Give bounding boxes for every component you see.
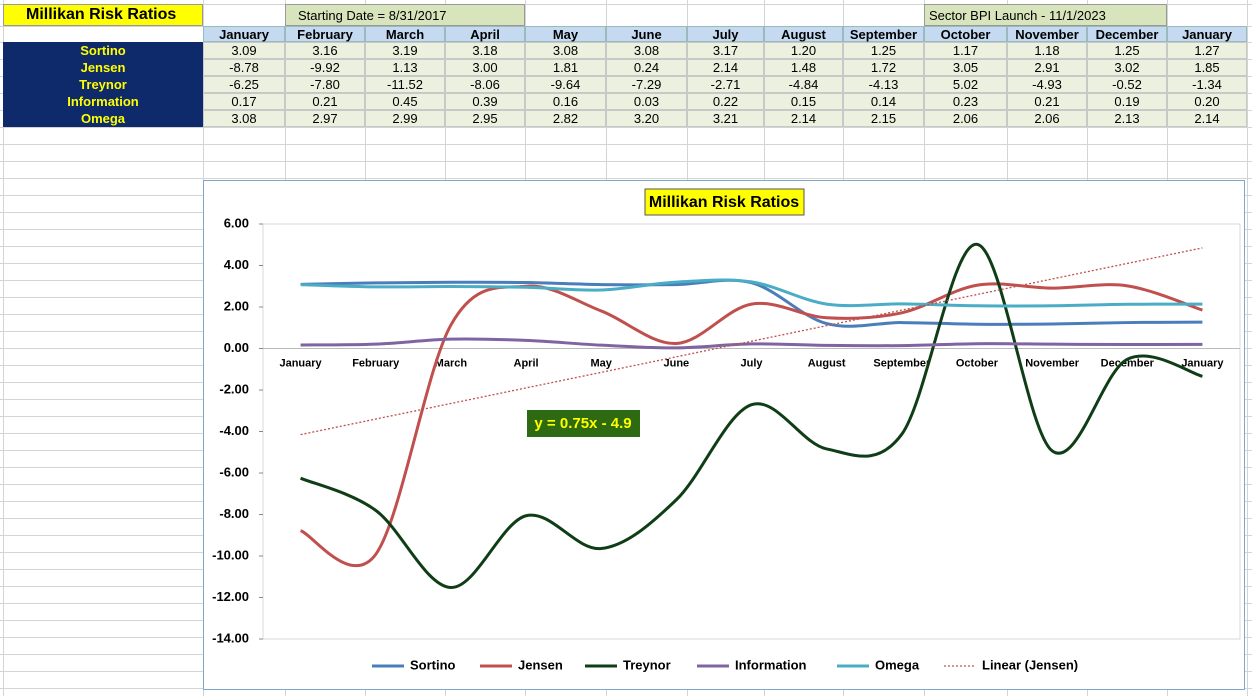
sheet-title: Millikan Risk Ratios	[3, 4, 203, 26]
table-value: 3.17	[687, 42, 764, 59]
table-value: 0.20	[1167, 93, 1247, 110]
row-label: Omega	[3, 110, 203, 127]
month-header: August	[764, 26, 843, 42]
table-value: 1.18	[1007, 42, 1087, 59]
table-value: -0.52	[1087, 76, 1167, 93]
table-value: -9.64	[525, 76, 606, 93]
row-label: Sortino	[3, 42, 203, 59]
table-value: 2.14	[687, 59, 764, 76]
row-label: Jensen	[3, 59, 203, 76]
row-label: Information	[3, 93, 203, 110]
table-value: -4.13	[843, 76, 924, 93]
table-value: -9.92	[285, 59, 365, 76]
table-value: 1.85	[1167, 59, 1247, 76]
table-value: 3.08	[203, 110, 285, 127]
month-header: July	[687, 26, 764, 42]
table-value: 0.22	[687, 93, 764, 110]
table-value: 2.06	[924, 110, 1007, 127]
month-header: November	[1007, 26, 1087, 42]
table-value: -6.25	[203, 76, 285, 93]
table-value: 2.14	[1167, 110, 1247, 127]
launch-date: Sector BPI Launch - 11/1/2023	[924, 4, 1167, 26]
table-value: 5.02	[924, 76, 1007, 93]
table-value: 0.45	[365, 93, 445, 110]
table-value: 3.21	[687, 110, 764, 127]
table-value: 3.19	[365, 42, 445, 59]
table-value: 3.16	[285, 42, 365, 59]
month-header: May	[525, 26, 606, 42]
table-value: -7.29	[606, 76, 687, 93]
row-label: Treynor	[3, 76, 203, 93]
table-value: -2.71	[687, 76, 764, 93]
table-value: 1.20	[764, 42, 843, 59]
table-value: 0.19	[1087, 93, 1167, 110]
table-value: 0.17	[203, 93, 285, 110]
table-value: 2.95	[445, 110, 525, 127]
table-value: 1.72	[843, 59, 924, 76]
table-value: 2.97	[285, 110, 365, 127]
table-value: 3.02	[1087, 59, 1167, 76]
table-value: 2.99	[365, 110, 445, 127]
table-value: 1.25	[1087, 42, 1167, 59]
table-value: 3.20	[606, 110, 687, 127]
month-header: October	[924, 26, 1007, 42]
table-value: 3.18	[445, 42, 525, 59]
table-value: -1.34	[1167, 76, 1247, 93]
table-value: 1.17	[924, 42, 1007, 59]
table-value: 3.05	[924, 59, 1007, 76]
table-value: 2.15	[843, 110, 924, 127]
table-value: -7.80	[285, 76, 365, 93]
table-value: 0.21	[285, 93, 365, 110]
month-header: January	[1167, 26, 1247, 42]
month-header: January	[203, 26, 285, 42]
table-value: 1.25	[843, 42, 924, 59]
table-value: 0.24	[606, 59, 687, 76]
table-value: 3.09	[203, 42, 285, 59]
month-header: April	[445, 26, 525, 42]
table-value: 0.21	[1007, 93, 1087, 110]
table-value: -8.78	[203, 59, 285, 76]
table-value: 1.48	[764, 59, 843, 76]
table-value: 2.06	[1007, 110, 1087, 127]
table-value: 3.08	[525, 42, 606, 59]
table-value: -11.52	[365, 76, 445, 93]
table-value: 1.81	[525, 59, 606, 76]
table-value: 3.08	[606, 42, 687, 59]
table-value: 1.13	[365, 59, 445, 76]
month-header: December	[1087, 26, 1167, 42]
table-value: 0.14	[843, 93, 924, 110]
table-value: 0.03	[606, 93, 687, 110]
table-value: 1.27	[1167, 42, 1247, 59]
table-value: 2.14	[764, 110, 843, 127]
month-header: February	[285, 26, 365, 42]
table-value: 0.15	[764, 93, 843, 110]
table-value: 2.13	[1087, 110, 1167, 127]
table-value: -4.93	[1007, 76, 1087, 93]
table-value: 0.16	[525, 93, 606, 110]
table-value: 2.82	[525, 110, 606, 127]
start-date: Starting Date = 8/31/2017	[285, 4, 525, 26]
table-value: 3.00	[445, 59, 525, 76]
table-value: 0.23	[924, 93, 1007, 110]
table-value: 2.91	[1007, 59, 1087, 76]
table-value: -4.84	[764, 76, 843, 93]
month-header: March	[365, 26, 445, 42]
table-value: 0.39	[445, 93, 525, 110]
month-header: June	[606, 26, 687, 42]
table-value: -8.06	[445, 76, 525, 93]
month-header: September	[843, 26, 924, 42]
